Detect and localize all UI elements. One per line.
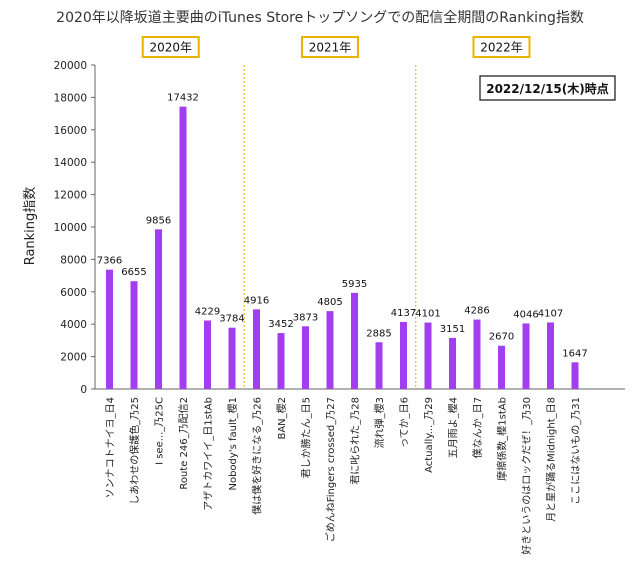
bar [473, 319, 481, 389]
date-annotation-text: 2022/12/15(木)時点 [486, 81, 609, 96]
bar [375, 342, 383, 389]
bar [106, 269, 113, 389]
category-label: アザトカワイイ_日1stAb [203, 397, 215, 511]
category-label: ごめんねFingers crossed_乃27 [324, 397, 337, 542]
date-annotation: 2022/12/15(木)時点 [479, 75, 616, 101]
bar [253, 309, 260, 389]
bar [522, 323, 530, 389]
bar [547, 322, 554, 389]
bar [351, 292, 358, 389]
data-label: 4107 [538, 308, 563, 319]
year-box [301, 36, 359, 58]
category-label: 君しか勝たん_日5 [300, 397, 313, 478]
year-box [141, 36, 200, 58]
bar [228, 327, 236, 389]
bars [106, 106, 579, 390]
y-tick-label: 10000 [54, 222, 87, 234]
category-label: 君に叱られた_乃28 [350, 397, 362, 485]
chart-title: 2020年以降坂道主要曲のiTunes Storeトップソングでの配信全期間のR… [56, 9, 584, 26]
data-label: 4916 [244, 295, 269, 306]
bar [179, 106, 187, 390]
bar [400, 321, 407, 389]
category-label: 僕なんか_日7 [471, 397, 484, 458]
category-label: 五月雨よ_櫻4 [447, 397, 460, 458]
data-label: 3151 [440, 324, 465, 335]
data-label: 9856 [146, 215, 171, 226]
year-label: 2022年 [480, 41, 523, 55]
data-label: 4229 [195, 306, 220, 317]
data-label: 3784 [219, 314, 244, 325]
data-label: 3452 [268, 319, 293, 330]
data-label: 2670 [489, 332, 514, 343]
y-tick-label: 20000 [54, 60, 87, 72]
category-label: ソンナコトナイヨ_日4 [105, 397, 117, 498]
data-label: 4805 [317, 297, 342, 308]
data-label: 17432 [167, 93, 199, 104]
data-label: 4101 [415, 309, 440, 320]
y-axis-label: Ranking指数 [23, 187, 38, 266]
bar [155, 229, 162, 389]
data-label: 4137 [391, 308, 416, 319]
category-label: 摩擦係数_櫻1stAb [496, 397, 509, 481]
y-tick-label: 12000 [54, 190, 87, 202]
bar [130, 281, 138, 389]
y-tick-label: 16000 [54, 125, 87, 137]
y-tick-label: 18000 [54, 92, 87, 104]
category-label: Nobody's fault_櫻1 [226, 397, 239, 491]
data-label: 7366 [97, 256, 122, 267]
category-label: BAN_櫻2 [275, 397, 288, 440]
data-label: 1647 [562, 348, 587, 359]
data-label: 3873 [293, 312, 318, 323]
category-label: 僕は僕を好きになる_乃26 [251, 397, 264, 515]
bar [204, 320, 211, 389]
y-tick-label: 6000 [60, 287, 87, 299]
bar [498, 345, 505, 389]
category-label: ってか_日6 [399, 397, 411, 448]
year-label: 2020年 [149, 41, 192, 55]
y-tick-label: 14000 [54, 157, 87, 169]
bar [449, 337, 456, 389]
category-label: 流れ弾_櫻3 [373, 397, 386, 448]
bar [277, 333, 285, 389]
bar [571, 362, 579, 389]
bar [424, 322, 432, 389]
bar [326, 311, 334, 389]
category-label: I see..._乃25C [155, 397, 166, 465]
category-label: ここにはないもの_乃31 [570, 397, 582, 505]
y-tick-label: 4000 [60, 319, 87, 331]
category-label: しあわせの保護色_乃25 [128, 397, 141, 505]
y-tick-label: 8000 [60, 254, 87, 266]
category-labels: ソンナコトナイヨ_日4 しあわせの保護色_乃25 I see..._乃25C Rout… [105, 397, 583, 555]
data-label: 4286 [464, 306, 489, 317]
y-tick-label: 2000 [60, 352, 87, 364]
category-label: 月と星が踊るMidnight_日8 [545, 397, 558, 522]
category-label: Route 246_乃配信2 [178, 397, 190, 490]
y-tick-label: 0 [80, 384, 87, 396]
category-label: 好きというのはロックだぜ！_乃30 [521, 397, 533, 555]
category-label: Actually..._乃29 [424, 397, 435, 473]
data-label: 2885 [366, 328, 391, 339]
axes: 0 2000 4000 6000 8000 10000 12000 14000 16000 180… [54, 60, 625, 396]
year-label: 2021年 [309, 41, 352, 55]
year-box [472, 36, 531, 58]
year-groups: 2020年 2021年 2022年 [141, 36, 531, 389]
data-label: 6655 [121, 267, 146, 278]
bar [302, 326, 309, 389]
data-label: 5935 [342, 279, 367, 290]
data-label: 4046 [513, 309, 538, 320]
